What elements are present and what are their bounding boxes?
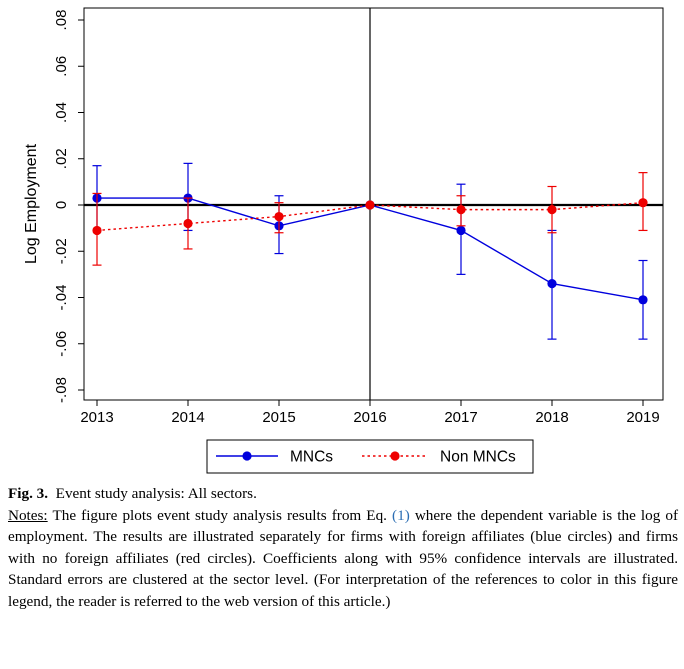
- x-tick-label: 2013: [80, 409, 113, 426]
- y-tick-label: -.04: [53, 285, 70, 311]
- y-tick-label: .08: [53, 10, 70, 31]
- y-axis-title: Log Employment: [23, 143, 40, 264]
- data-point: [547, 205, 557, 215]
- x-tick-label: 2014: [171, 409, 204, 426]
- legend-marker-0: [242, 451, 252, 461]
- data-point: [183, 218, 193, 229]
- data-point: [638, 295, 648, 305]
- notes-text-part2: where the dependent variable is the log …: [8, 506, 679, 610]
- legend-label-1: Non MNCs: [440, 449, 516, 466]
- figure-title: Event study analysis: All sectors.: [55, 485, 257, 502]
- y-tick-label: .02: [53, 148, 70, 169]
- data-point: [274, 211, 284, 222]
- legend-marker-1: [390, 451, 400, 461]
- y-tick-label: -.06: [53, 331, 70, 357]
- y-tick-label: 0: [53, 201, 70, 209]
- event-study-chart: -.08 -.06 -.04 -.02 0 .02 .04 .06 .08 Log Employm…: [23, 7, 664, 474]
- x-tick-label: 2015: [262, 409, 295, 426]
- y-tick-label: .04: [53, 102, 70, 123]
- figure-title-line: Fig. 3. Event study analysis: All sector…: [8, 483, 678, 505]
- y-tick-label: -.08: [53, 377, 70, 403]
- x-tick-label: 2019: [626, 409, 659, 426]
- data-point: [365, 200, 375, 210]
- y-tick-label: -.02: [53, 238, 70, 264]
- data-point: [456, 225, 466, 236]
- y-tick-label: .06: [53, 56, 70, 77]
- equation-reference-link[interactable]: (1): [392, 506, 410, 524]
- data-point: [92, 225, 102, 236]
- x-tick-label: 2018: [535, 409, 568, 426]
- legend-label-0: MNCs: [290, 449, 333, 466]
- data-point: [456, 205, 466, 215]
- x-tick-label: 2017: [444, 409, 477, 426]
- notes-label: Notes:: [8, 506, 48, 524]
- legend: MNCs Non MNCs: [206, 439, 534, 474]
- notes-text-part1: The figure plots event study analysis re…: [52, 506, 387, 524]
- figure-label: Fig. 3.: [8, 485, 49, 502]
- x-tick-label: 2016: [353, 409, 386, 426]
- figure-notes: Notes: The figure plots event study anal…: [8, 505, 678, 613]
- data-point: [638, 198, 648, 208]
- figure-caption: Fig. 3. Event study analysis: All sector…: [8, 483, 678, 612]
- data-point: [547, 279, 557, 289]
